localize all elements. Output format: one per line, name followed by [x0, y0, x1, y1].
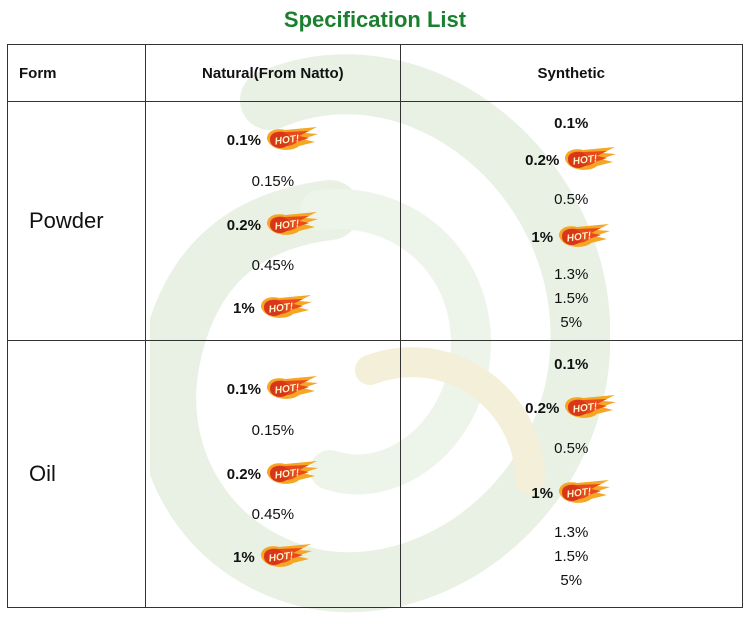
spec-value: 0.15%	[146, 172, 399, 192]
spec-value: 1.5%	[401, 289, 742, 309]
spec-value: 0.5%	[401, 439, 742, 459]
spec-value-text: 1%	[531, 228, 554, 246]
spec-value-text: 0.5%	[554, 191, 589, 208]
specification-table: Form Natural(From Natto) Synthetic Powde…	[6, 44, 744, 608]
hot-flame-icon: HOT!	[565, 395, 617, 418]
spec-value: 1.5%	[401, 547, 742, 567]
hot-flame-icon: HOT!	[260, 295, 312, 318]
header-synthetic: Synthetic	[399, 44, 744, 102]
hot-flame-icon: HOT!	[559, 480, 611, 503]
spec-value: 0.2% HOT!	[146, 461, 399, 484]
powder-synthetic-cell: 0.1% 0.2% HOT! 0.5% 1% HOT! 1.3% 1.5% 5%	[399, 101, 744, 341]
spec-value: 0.1%	[401, 355, 742, 375]
form-label-oil: Oil	[6, 340, 147, 608]
hot-badge-text: HOT!	[274, 382, 300, 396]
spec-value: 0.2% HOT!	[401, 395, 742, 418]
spec-value-text: 5%	[560, 572, 583, 589]
spec-value: 1% HOT!	[401, 480, 742, 503]
spec-value-text: 0.2%	[226, 465, 261, 483]
spec-value: 1% HOT!	[146, 544, 399, 567]
spec-value-text: 1%	[233, 299, 255, 317]
spec-value-text: 0.1%	[554, 115, 589, 132]
form-label-powder: Powder	[6, 101, 147, 341]
hot-flame-icon: HOT!	[260, 544, 312, 567]
spec-value-text: 0.1%	[554, 356, 589, 373]
spec-value: 0.45%	[146, 505, 399, 525]
spec-value-text: 1.5%	[554, 290, 589, 307]
spec-value-text: 0.1%	[226, 131, 261, 149]
oil-natural-cell: 0.1% HOT! 0.15% 0.2% HOT! 0.45% 1% HOT!	[145, 340, 401, 608]
hot-badge-text: HOT!	[274, 218, 300, 232]
spec-value-text: 1%	[531, 484, 554, 502]
spec-value: 0.15%	[146, 421, 399, 441]
spec-value: 1.3%	[401, 265, 742, 285]
spec-value-text: 1.3%	[554, 524, 589, 541]
hot-flame-icon: HOT!	[266, 376, 318, 399]
table-row-powder: Powder 0.1% HOT! 0.15% 0.2% HOT! 0.45% 1% HOT! …	[6, 101, 744, 341]
spec-value: 5%	[401, 313, 742, 333]
powder-natural-cell: 0.1% HOT! 0.15% 0.2% HOT! 0.45% 1% HOT!	[145, 101, 401, 341]
spec-value: 1.3%	[401, 523, 742, 543]
header-form: Form	[6, 44, 147, 102]
spec-value: 0.2% HOT!	[401, 147, 742, 170]
spec-value-text: 0.2%	[525, 399, 560, 417]
spec-value-text: 0.15%	[251, 422, 295, 439]
spec-value-text: 0.5%	[554, 440, 589, 457]
spec-value-text: 0.45%	[251, 506, 295, 523]
hot-badge-text: HOT!	[566, 486, 592, 500]
spec-value: 0.1% HOT!	[146, 127, 399, 150]
hot-flame-icon: HOT!	[266, 212, 318, 235]
hot-badge-text: HOT!	[573, 401, 599, 415]
hot-flame-icon: HOT!	[266, 127, 318, 150]
spec-value-text: 0.1%	[226, 380, 261, 398]
oil-synthetic-cell: 0.1% 0.2% HOT! 0.5% 1% HOT! 1.3% 1.5% 5%	[399, 340, 744, 608]
spec-value-text: 1%	[233, 548, 255, 566]
table-row-oil: Oil 0.1% HOT! 0.15% 0.2% HOT! 0.45% 1% HOT! 0.1…	[6, 340, 744, 608]
spec-value-text: 1.3%	[554, 266, 589, 283]
hot-badge-text: HOT!	[268, 550, 294, 564]
spec-value: 0.45%	[146, 256, 399, 276]
spec-value-text: 0.2%	[525, 151, 560, 169]
spec-value-text: 0.2%	[226, 216, 261, 234]
hot-badge-text: HOT!	[274, 467, 300, 481]
spec-value: 0.2% HOT!	[146, 212, 399, 235]
hot-flame-icon: HOT!	[266, 461, 318, 484]
hot-flame-icon: HOT!	[559, 224, 611, 247]
hot-badge-text: HOT!	[566, 230, 592, 244]
spec-value: 0.1% HOT!	[146, 376, 399, 399]
hot-badge-text: HOT!	[573, 153, 599, 167]
header-natural: Natural(From Natto)	[145, 44, 401, 102]
hot-badge-text: HOT!	[268, 301, 294, 315]
spec-value: 0.5%	[401, 190, 742, 210]
page-title: Specification List	[283, 7, 467, 32]
hot-flame-icon: HOT!	[565, 147, 617, 170]
spec-value-text: 0.15%	[251, 173, 295, 190]
spec-value-text: 5%	[560, 314, 583, 331]
spec-value-text: 1.5%	[554, 548, 589, 565]
hot-badge-text: HOT!	[274, 133, 300, 147]
spec-value: 0.1%	[401, 114, 742, 134]
table-header-row: Form Natural(From Natto) Synthetic	[6, 44, 744, 102]
spec-value: 1% HOT!	[401, 224, 742, 247]
spec-value: 1% HOT!	[146, 295, 399, 318]
spec-value: 5%	[401, 571, 742, 591]
spec-value-text: 0.45%	[251, 257, 295, 274]
